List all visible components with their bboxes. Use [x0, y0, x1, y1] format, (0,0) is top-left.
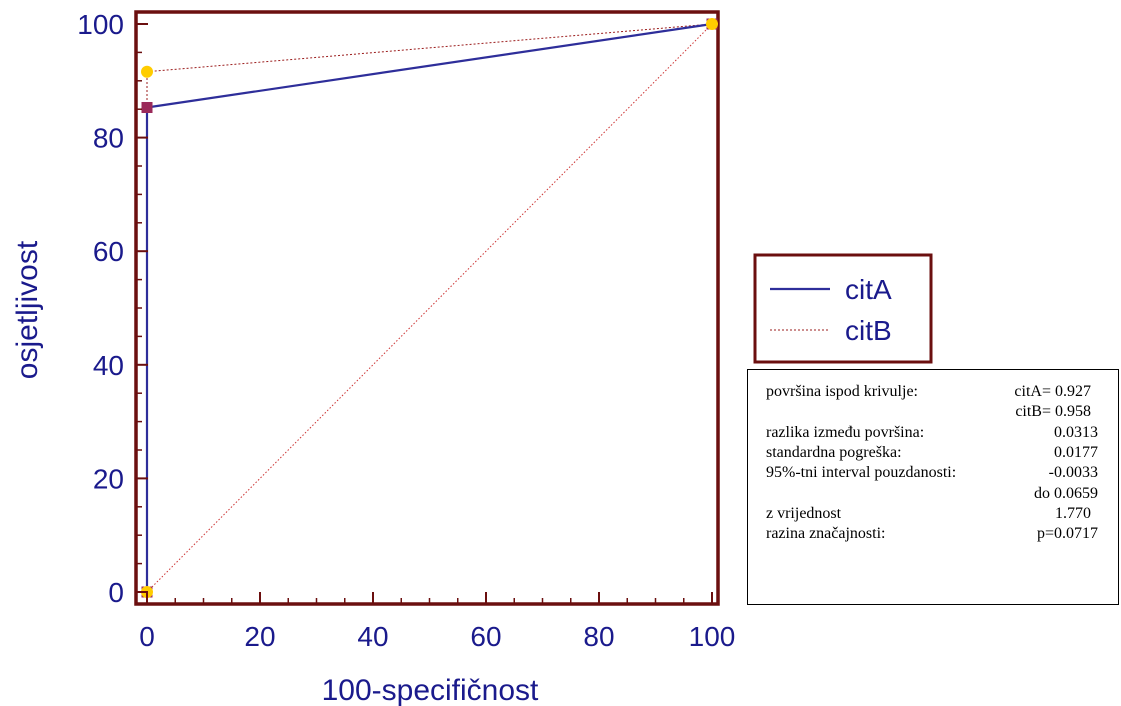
y-tick-label: 20: [93, 463, 124, 494]
legend-frame: [753, 253, 933, 364]
stat-label: razina značajnosti:: [766, 525, 886, 543]
stat-value: citA= 0.927: [1014, 383, 1091, 400]
stat-value: p=0.0717: [1036, 525, 1098, 543]
stat-label: 95%-tni interval pouzdanosti:: [766, 464, 957, 482]
stat-label: razlika između površina:: [766, 423, 925, 441]
stat-value: 0.0177: [1054, 443, 1098, 461]
y-tick-label: 40: [93, 350, 124, 381]
y-tick-label: 80: [93, 123, 124, 154]
stat-row: citB= 0.958: [748, 402, 1118, 421]
stat-row: standardna pogreška: 0.0177: [748, 443, 1118, 462]
x-tick-label: 20: [244, 621, 275, 652]
stat-label: površina ispod krivulje:: [766, 383, 918, 400]
stat-value: 0.0313: [1054, 423, 1098, 441]
point-marker-citA: [141, 101, 153, 113]
stat-value: do 0.0659: [1034, 484, 1098, 502]
diagonal-reference-line: [146, 23, 713, 593]
stat-value: 1.770: [1055, 504, 1091, 522]
point-marker-citB: [706, 18, 718, 30]
y-tick-label: 60: [93, 236, 124, 267]
stat-row: razina značajnosti: p=0.0717: [748, 524, 1118, 543]
legend-label-citB: citB: [845, 315, 892, 346]
stat-value: -0.0033: [1048, 464, 1098, 482]
stat-label: standardna pogreška:: [766, 443, 902, 461]
stat-row: 95%-tni interval pouzdanosti: -0.0033: [748, 463, 1118, 482]
y-tick-label: 100: [77, 9, 124, 40]
x-tick-label: 0: [139, 621, 155, 652]
stat-row: razlika između površina: 0.0313: [748, 423, 1118, 442]
stat-row: z vrijednost 1.770: [748, 504, 1118, 523]
plot-frame: [134, 10, 720, 606]
x-axis-title: 100-specifičnost: [322, 674, 539, 706]
point-marker-citB: [141, 65, 153, 78]
x-tick-label: 80: [583, 621, 614, 652]
stat-row: površina ispod krivulje: citA= 0.927: [748, 382, 1118, 401]
x-tick-label: 40: [357, 621, 388, 652]
x-tick-label: 100: [689, 621, 736, 652]
y-tick-label: 0: [108, 577, 124, 608]
legend-label-citA: citA: [845, 274, 892, 305]
statistics-panel: površina ispod krivulje: citA= 0.927 citB=…: [747, 369, 1119, 605]
stat-value: citB= 0.958: [1015, 403, 1091, 421]
stat-row: do 0.0659: [748, 484, 1118, 503]
y-axis-title: osjetljivost: [11, 240, 44, 379]
legend: citA citB: [753, 253, 933, 364]
x-tick-label: 60: [470, 621, 501, 652]
stat-label: z vrijednost: [766, 504, 842, 522]
